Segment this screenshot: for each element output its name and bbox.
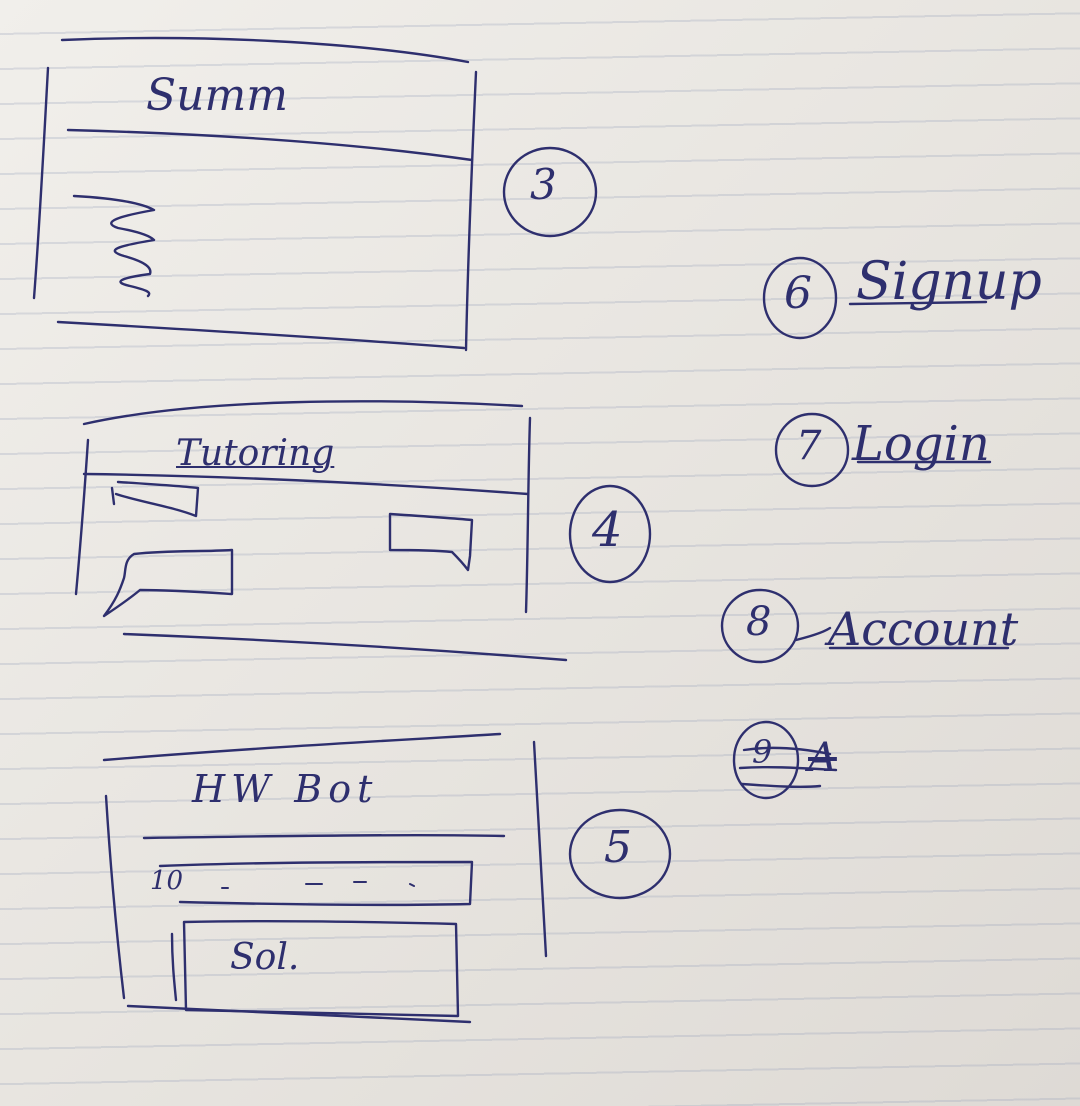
login-label: Login	[852, 416, 990, 472]
account-arrow-line	[794, 626, 832, 642]
solution-label: Sol.	[230, 937, 300, 978]
crossed-number-circle	[732, 720, 800, 800]
login-number: 7	[796, 423, 822, 469]
screen-4-number-circle	[568, 484, 652, 584]
signup-number: 6	[784, 268, 812, 319]
crossed-label: A	[808, 735, 837, 781]
question-input-box	[158, 860, 474, 907]
account-number: 8	[746, 599, 772, 645]
screen-3-title: Summ	[146, 70, 288, 121]
signup-label: Signup	[856, 252, 1042, 312]
screen-5-title: HW Bot	[192, 767, 379, 811]
summary-text-lines-scribble	[72, 194, 156, 298]
screen-3-frame	[32, 36, 478, 352]
account-label: Account	[828, 602, 1019, 656]
screen-4-frame	[74, 400, 568, 662]
account-number-circle	[720, 588, 800, 664]
chat-bubble-received-1	[110, 480, 200, 518]
question-field-label: 10	[150, 866, 184, 896]
input-placeholder-dashes	[221, 881, 415, 889]
crossed-number: 9	[752, 733, 773, 771]
signup-underline	[848, 300, 988, 306]
login-number-circle	[774, 412, 850, 488]
chat-bubble-sent	[388, 512, 474, 572]
signup-number-circle	[762, 256, 838, 340]
screen-5-number: 5	[604, 822, 632, 873]
screen-4-number: 4	[592, 502, 623, 558]
screen-5-frame	[102, 732, 548, 1024]
chat-bubble-received-2	[102, 548, 234, 618]
screen-3-number-circle	[502, 146, 598, 238]
crossed-out-scribble	[738, 746, 838, 789]
screen-3-number: 3	[530, 160, 557, 209]
solution-box	[170, 919, 460, 1018]
screen-5-number-circle	[568, 808, 672, 900]
screen-4-title: Tutoring	[176, 433, 335, 474]
